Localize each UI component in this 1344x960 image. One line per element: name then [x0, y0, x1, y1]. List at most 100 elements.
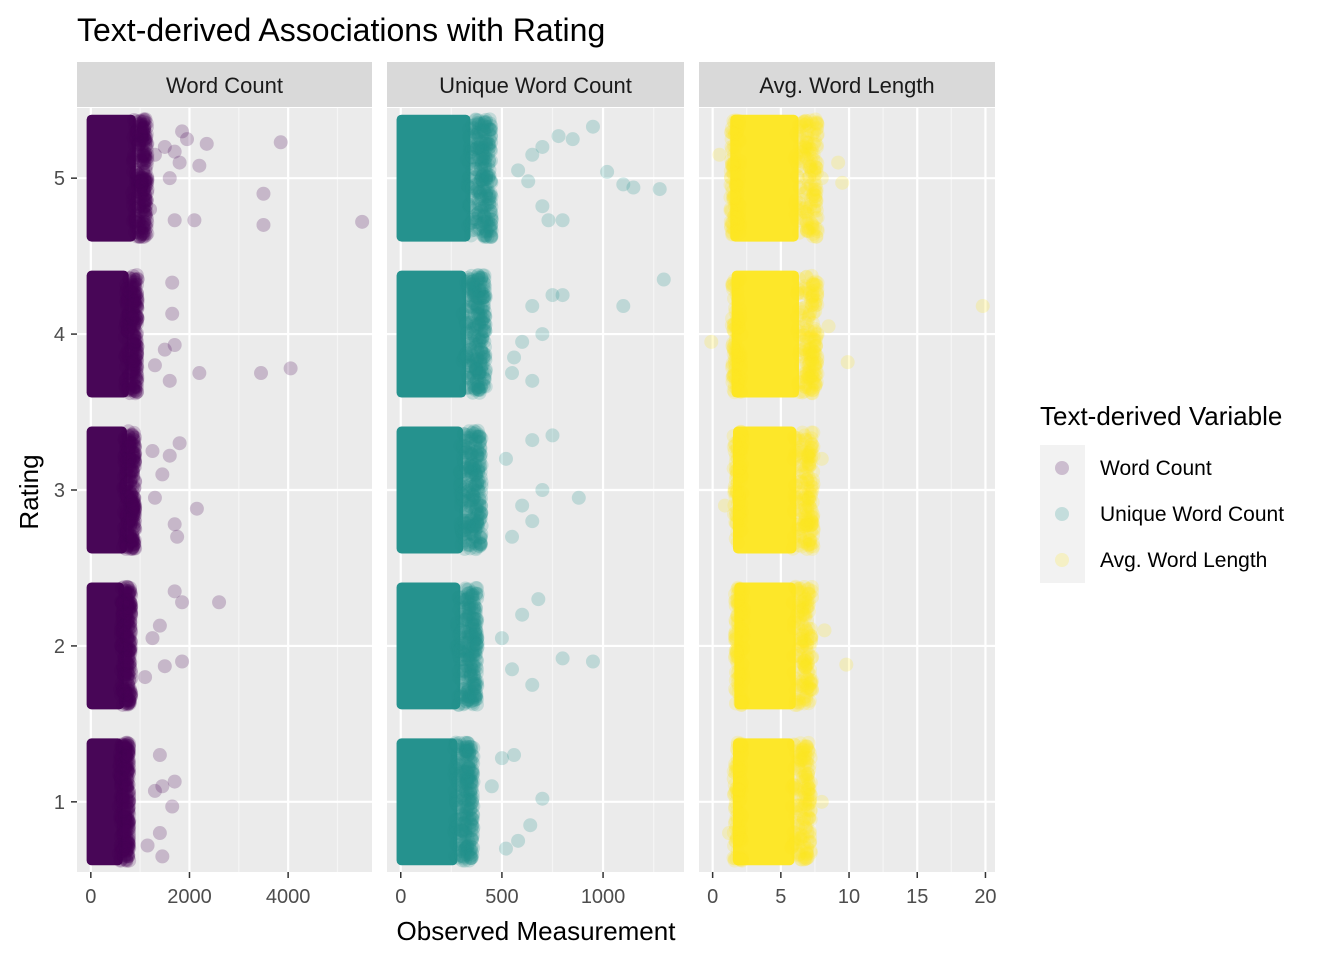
data-point	[139, 198, 154, 213]
data-point	[474, 168, 489, 183]
data-point	[126, 470, 141, 485]
data-point	[124, 353, 139, 368]
x-tick-label: 0	[395, 886, 406, 908]
data-point	[494, 751, 509, 766]
data-point	[121, 692, 136, 707]
data-point	[127, 541, 142, 556]
data-point	[133, 204, 148, 219]
data-point	[120, 492, 135, 507]
data-point	[124, 487, 139, 502]
data-point	[467, 382, 482, 397]
point-cloud-4	[86, 270, 129, 398]
data-point	[112, 752, 127, 767]
data-point	[117, 684, 132, 699]
data-point	[117, 782, 132, 797]
data-point	[120, 618, 135, 633]
data-point	[480, 119, 495, 134]
data-point	[484, 223, 499, 238]
data-point	[121, 491, 136, 506]
data-point	[123, 615, 138, 630]
data-point	[134, 118, 149, 133]
data-point	[600, 164, 615, 179]
data-point	[463, 359, 478, 374]
data-point	[120, 476, 135, 491]
data-point	[484, 779, 499, 794]
data-point	[123, 643, 138, 658]
data-point	[114, 779, 129, 794]
data-point	[165, 306, 180, 321]
data-point	[112, 767, 127, 782]
data-point	[125, 503, 140, 518]
data-point	[477, 372, 492, 387]
data-point	[117, 617, 132, 632]
data-point	[125, 341, 140, 356]
data-point	[472, 300, 487, 315]
data-point	[135, 125, 150, 140]
data-point	[125, 541, 140, 556]
data-point	[476, 350, 491, 365]
data-point	[123, 516, 138, 531]
data-point	[162, 373, 177, 388]
data-point	[127, 353, 142, 368]
data-point	[535, 791, 550, 806]
data-point	[461, 458, 476, 473]
data-point	[114, 638, 129, 653]
data-point	[121, 802, 136, 817]
data-point	[126, 130, 141, 145]
data-point	[465, 162, 480, 177]
data-point	[470, 185, 485, 200]
data-point	[112, 767, 127, 782]
data-point	[127, 497, 142, 512]
data-point	[115, 615, 130, 630]
data-point	[118, 815, 133, 830]
data-point	[122, 596, 137, 611]
data-point	[461, 180, 476, 195]
data-point	[117, 448, 132, 463]
data-point	[199, 136, 214, 151]
data-point	[119, 282, 134, 297]
data-point	[113, 829, 128, 844]
data-point	[122, 695, 137, 710]
data-point	[462, 272, 477, 287]
data-point	[120, 451, 135, 466]
data-point	[121, 685, 136, 700]
data-point	[119, 806, 134, 821]
data-point	[128, 293, 143, 308]
data-point	[124, 351, 139, 366]
data-point	[187, 213, 202, 228]
data-point	[123, 692, 138, 707]
data-point	[468, 139, 483, 154]
data-point	[116, 681, 131, 696]
data-point	[118, 754, 133, 769]
data-point	[734, 512, 749, 527]
data-point	[126, 382, 141, 397]
data-point	[118, 509, 133, 524]
data-point	[125, 350, 140, 365]
data-point	[125, 479, 140, 494]
data-point	[119, 443, 134, 458]
data-point	[119, 759, 134, 774]
data-point	[122, 687, 137, 702]
data-point	[133, 174, 148, 189]
data-point	[124, 372, 139, 387]
data-point	[126, 500, 141, 515]
data-point	[478, 347, 493, 362]
data-point	[477, 280, 492, 295]
data-point	[447, 741, 462, 756]
data-point	[135, 119, 150, 134]
data-point	[127, 275, 142, 290]
data-point	[113, 624, 128, 639]
data-point	[123, 616, 138, 631]
data-point	[132, 128, 147, 143]
data-point	[129, 373, 144, 388]
data-point	[472, 221, 487, 236]
data-point	[138, 670, 153, 685]
data-point	[121, 677, 136, 692]
data-point	[471, 208, 486, 223]
data-point	[807, 321, 822, 336]
data-point	[462, 156, 477, 171]
data-point	[469, 624, 484, 639]
data-point	[136, 225, 151, 240]
data-point	[480, 197, 495, 212]
data-point	[117, 633, 132, 648]
